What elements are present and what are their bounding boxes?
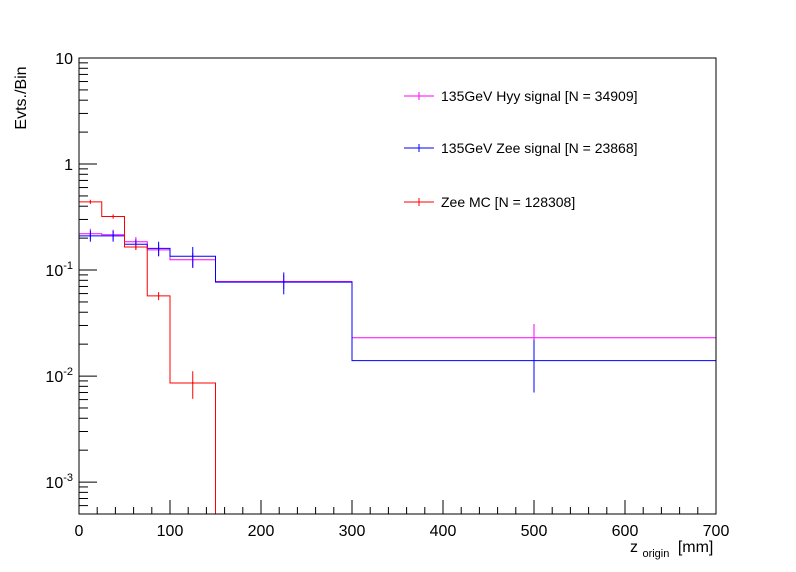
plot-frame bbox=[78, 57, 717, 515]
y-tick-base: 10 bbox=[45, 263, 63, 280]
x-tick-label: 500 bbox=[521, 523, 548, 540]
x-tick-label: 0 bbox=[75, 523, 84, 540]
x-tick-label: 100 bbox=[157, 523, 184, 540]
y-tick-label: 10-2 bbox=[45, 366, 73, 386]
y-tick-label: 1 bbox=[64, 157, 73, 174]
x-tick-label: 400 bbox=[430, 523, 457, 540]
x-axis-title: z origin [mm] bbox=[630, 539, 713, 561]
x-tick-label: 600 bbox=[612, 523, 639, 540]
y-tick-exponent: -3 bbox=[63, 472, 73, 484]
y-tick-exponent: -1 bbox=[63, 260, 73, 272]
y-axis-title: Evts./Bin bbox=[13, 66, 30, 129]
y-tick-base: 10 bbox=[45, 369, 63, 386]
y-tick-base: 10 bbox=[45, 475, 63, 492]
legend-entry: Zee MC [N = 128308] bbox=[441, 194, 575, 210]
legend: 135GeV Hyy signal [N = 34909] 135GeV Zee … bbox=[404, 88, 638, 210]
y-tick-label: 10 bbox=[55, 51, 73, 68]
x-tick-label: 700 bbox=[703, 523, 730, 540]
y-tick-exponent: -2 bbox=[63, 366, 73, 378]
legend-entry: 135GeV Hyy signal [N = 34909] bbox=[441, 88, 638, 104]
x-axis-title-unit: [mm] bbox=[678, 539, 714, 556]
y-tick-label: 10-1 bbox=[45, 260, 73, 280]
y-tick-label: 10-3 bbox=[45, 472, 73, 492]
legend-entry: 135GeV Zee signal [N = 23868] bbox=[441, 140, 638, 156]
x-tick-label: 300 bbox=[339, 523, 366, 540]
x-axis-title-main: z bbox=[630, 539, 638, 556]
x-axis-title-subscript: origin bbox=[642, 548, 669, 560]
x-tick-label: 200 bbox=[248, 523, 275, 540]
